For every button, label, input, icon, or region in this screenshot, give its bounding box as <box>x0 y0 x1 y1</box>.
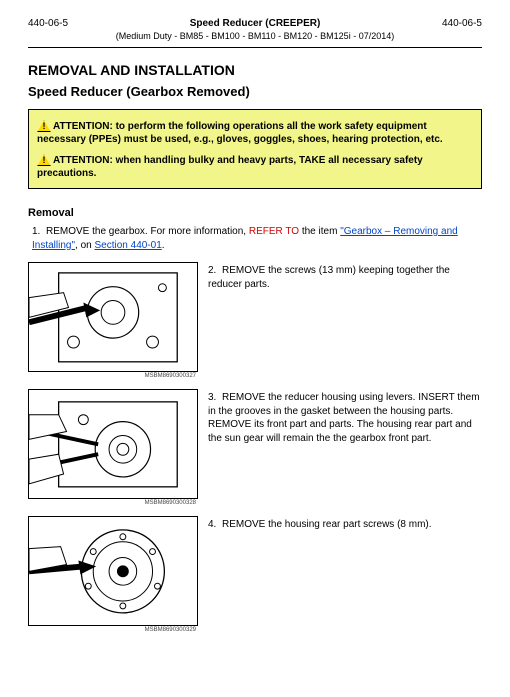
step-1-text-mid2: , on <box>75 240 94 251</box>
step-4-text: 4.REMOVE the housing rear part screws (8… <box>208 516 482 633</box>
attention-para-1: ATTENTION: to perform the following oper… <box>37 120 473 146</box>
figure-1: MSBM8690300327 <box>28 262 198 379</box>
step-number: 3. <box>208 391 222 405</box>
attention-label: ATTENTION: <box>53 155 113 166</box>
step-2-row: MSBM8690300327 2.REMOVE the screws (13 m… <box>28 262 482 379</box>
page-header: 440-06-5 Speed Reducer (CREEPER) 440-06-… <box>28 18 482 29</box>
step-1-text-end: . <box>162 240 165 251</box>
warning-icon <box>37 120 51 132</box>
header-rule <box>28 47 482 48</box>
step-1-text-mid: the item <box>299 226 340 237</box>
heading-sub: Speed Reducer (Gearbox Removed) <box>28 84 482 99</box>
figure-3: MSBM8690300329 <box>28 516 198 633</box>
figure-1-caption: MSBM8690300327 <box>28 373 198 379</box>
page-subtitle: (Medium Duty - BM85 - BM100 - BM110 - BM… <box>28 31 482 41</box>
step-2-text: 2.REMOVE the screws (13 mm) keeping toge… <box>208 262 482 379</box>
figure-2-image <box>28 389 198 499</box>
step-4-body: REMOVE the housing rear part screws (8 m… <box>222 519 432 530</box>
page-code-right: 440-06-5 <box>422 18 482 29</box>
figure-3-image <box>28 516 198 626</box>
attention-box: ATTENTION: to perform the following oper… <box>28 109 482 189</box>
step-number: 1. <box>32 225 46 239</box>
attention-para-2: ATTENTION: when handling bulky and heavy… <box>37 154 473 180</box>
figure-2-caption: MSBM8690300328 <box>28 500 198 506</box>
step-1-text-pre: REMOVE the gearbox. For more information… <box>46 226 249 237</box>
link-section-440-01[interactable]: Section 440-01 <box>95 240 162 251</box>
mechanical-illustration-icon <box>29 263 197 372</box>
removal-heading: Removal <box>28 207 482 219</box>
document-page: 440-06-5 Speed Reducer (CREEPER) 440-06-… <box>0 0 510 697</box>
warning-icon <box>37 154 51 166</box>
step-2-body: REMOVE the screws (13 mm) keeping togeth… <box>208 265 450 290</box>
attention-label: ATTENTION: <box>53 121 113 132</box>
figure-3-caption: MSBM8690300329 <box>28 627 198 633</box>
refer-to-text: REFER TO <box>249 226 299 237</box>
figure-1-image <box>28 262 198 372</box>
figure-2: MSBM8690300328 <box>28 389 198 506</box>
step-3-body: REMOVE the reducer housing using levers.… <box>208 392 480 444</box>
page-code-left: 440-06-5 <box>28 18 88 29</box>
mechanical-illustration-icon <box>29 390 197 499</box>
step-number: 2. <box>208 264 222 278</box>
mechanical-illustration-icon <box>29 517 197 626</box>
step-1: 1.REMOVE the gearbox. For more informati… <box>32 225 482 252</box>
page-title: Speed Reducer (CREEPER) <box>88 18 422 29</box>
step-4-row: MSBM8690300329 4.REMOVE the housing rear… <box>28 516 482 633</box>
heading-main: REMOVAL AND INSTALLATION <box>28 62 482 78</box>
step-3-text: 3.REMOVE the reducer housing using lever… <box>208 389 482 506</box>
step-3-row: MSBM8690300328 3.REMOVE the reducer hous… <box>28 389 482 506</box>
step-number: 4. <box>208 518 222 532</box>
